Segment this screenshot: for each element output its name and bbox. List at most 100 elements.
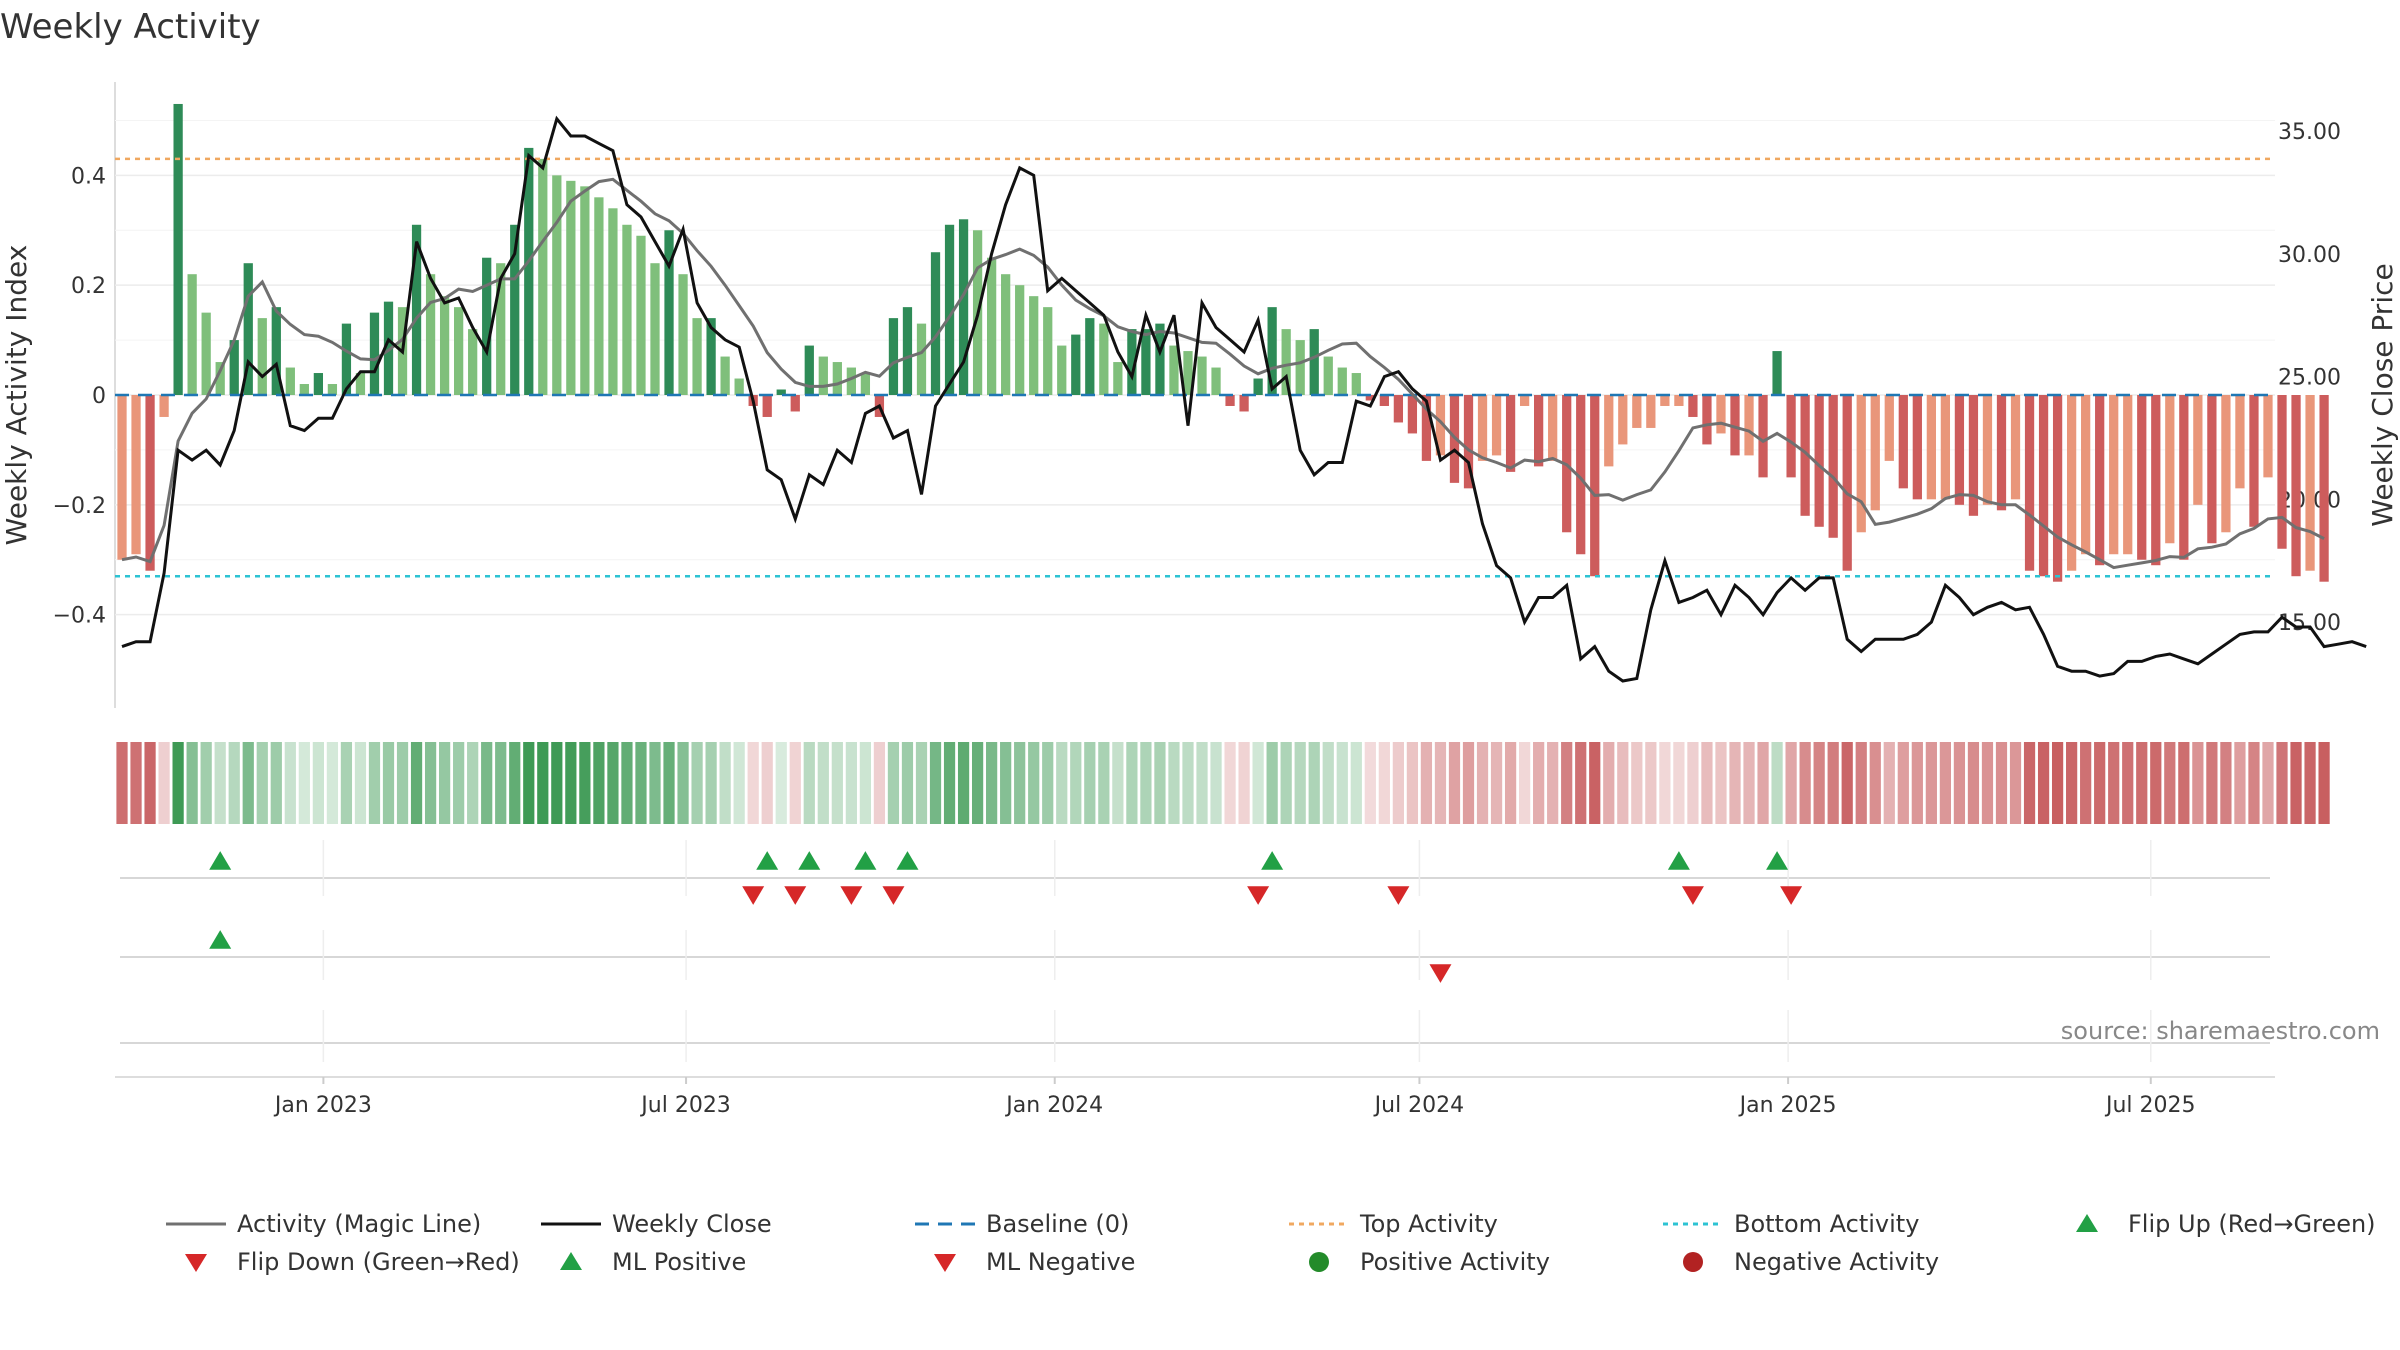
x-tick-label: Jan 2024	[1004, 1093, 1103, 1118]
heat-cell	[1196, 742, 1208, 824]
activity-bar	[664, 230, 674, 395]
heat-cell	[537, 742, 549, 824]
flip-down-marker	[840, 886, 863, 905]
activity-bar	[2081, 395, 2091, 555]
heat-cell	[803, 742, 815, 824]
activity-bar	[1015, 285, 1025, 395]
activity-bar	[285, 367, 295, 395]
legend-item: Activity (Magic Line)	[166, 1210, 481, 1238]
activity-bar	[1786, 395, 1796, 478]
activity-bar	[1281, 329, 1291, 395]
heat-cell	[1813, 742, 1825, 824]
heat-cell	[986, 742, 998, 824]
heat-cell	[1967, 742, 1980, 824]
right-tick-label: 15.00	[2278, 611, 2341, 636]
activity-bar	[720, 356, 730, 395]
heat-cell	[2051, 742, 2064, 824]
legend-label: Negative Activity	[1734, 1248, 1939, 1276]
activity-bar	[1351, 373, 1361, 395]
activity-bar	[916, 323, 927, 395]
heat-cell	[396, 742, 409, 824]
heat-cell	[1266, 742, 1278, 824]
activity-bar	[1744, 395, 1754, 456]
heat-cell	[228, 742, 240, 824]
activity-bar	[1379, 395, 1389, 406]
heat-cell	[1280, 742, 1292, 824]
heat-cell	[1490, 742, 1503, 824]
activity-bar	[1646, 395, 1656, 428]
legend-item: Positive Activity	[1309, 1248, 1550, 1276]
heat-cell	[1659, 742, 1671, 824]
activity-bar	[411, 224, 422, 395]
heat-cell	[1336, 742, 1348, 824]
activity-bar	[1996, 395, 2007, 511]
heat-cell	[1238, 742, 1250, 824]
activity-bar	[1898, 395, 1908, 489]
legend-label: Activity (Magic Line)	[237, 1210, 481, 1238]
activity-bar	[1618, 395, 1628, 445]
heat-cell	[298, 742, 310, 824]
heat-cell	[2276, 742, 2288, 824]
activity-bar	[846, 367, 856, 395]
activity-bar	[1337, 367, 1347, 395]
activity-bar	[1421, 395, 1432, 461]
right-tick-label: 35.00	[2278, 120, 2341, 145]
flip-up-marker	[896, 851, 919, 870]
activity-bar	[1716, 395, 1726, 434]
activity-bar	[1043, 307, 1053, 395]
activity-bar	[439, 296, 450, 395]
activity-bar	[958, 219, 969, 395]
legend-item: Baseline (0)	[915, 1210, 1129, 1238]
x-tick-label: Jan 2025	[1738, 1093, 1837, 1118]
heat-cell	[130, 742, 142, 824]
activity-bar	[341, 323, 352, 395]
left-tick-label: 0.4	[71, 164, 106, 189]
activity-bar	[930, 252, 941, 395]
heat-cell	[971, 742, 984, 824]
activity-bar	[1491, 395, 1502, 456]
activity-bar	[1295, 340, 1305, 395]
activity-bar	[2249, 395, 2259, 527]
activity-bar	[1548, 395, 1558, 461]
heat-cell	[1645, 742, 1657, 824]
heat-cell	[1827, 742, 1839, 824]
activity-bar	[1590, 395, 1600, 577]
activity-bar	[2277, 395, 2287, 549]
heat-cell	[172, 742, 184, 824]
heat-cell	[1841, 742, 1853, 824]
heat-cell	[635, 742, 647, 824]
activity-bar	[1519, 395, 1530, 406]
activity-bar	[1884, 395, 1894, 461]
heat-cell	[565, 742, 577, 824]
magic-line	[121, 177, 2325, 570]
legend-swatch	[560, 1252, 582, 1270]
heat-cell	[242, 742, 254, 824]
heat-cell	[481, 742, 493, 824]
activity-bar	[1688, 395, 1698, 417]
activity-bar	[1870, 395, 1880, 511]
flip-down-marker	[1780, 886, 1803, 905]
heat-cell	[901, 742, 914, 824]
legend-swatch	[185, 1254, 207, 1272]
heat-cell	[1028, 742, 1040, 824]
heat-cell	[1771, 742, 1783, 824]
heat-cell	[340, 742, 353, 824]
activity-bar	[2052, 395, 2063, 582]
heat-cell	[1981, 742, 1994, 824]
heat-cell	[551, 742, 563, 824]
activity-bar	[1856, 395, 1866, 533]
heat-cell	[1701, 742, 1713, 824]
heat-cell	[1757, 742, 1769, 824]
heat-cell	[593, 742, 605, 824]
y-axis-title-left: Weekly Activity Index	[0, 245, 33, 546]
activity-bar	[1099, 323, 1109, 395]
heat-cell	[410, 742, 423, 824]
activity-bar	[2109, 395, 2119, 555]
activity-bar	[1828, 395, 1838, 538]
heat-cell	[621, 742, 633, 824]
source-watermark: source: sharemaestro.com	[2061, 1017, 2380, 1045]
heat-cell	[1070, 742, 1082, 824]
flip-down-marker	[742, 886, 765, 905]
heat-cell	[1042, 742, 1054, 824]
activity-bar	[2024, 395, 2035, 571]
